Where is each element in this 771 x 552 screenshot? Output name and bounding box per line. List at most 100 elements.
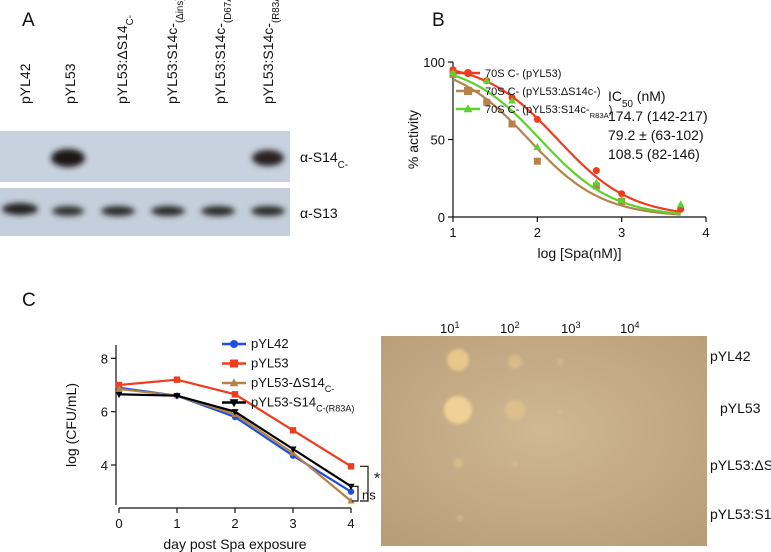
y-tick-label: 50 — [431, 133, 445, 148]
strain-label: pYL53 — [720, 400, 761, 416]
marker — [464, 87, 472, 95]
marker — [289, 446, 297, 453]
legend-label-part: pYL53 — [251, 356, 289, 371]
marker — [618, 190, 626, 198]
ic50-title-part: IC — [608, 88, 622, 104]
dilution-label: 101 — [440, 320, 460, 336]
strain-label-part: pYL53 — [720, 400, 761, 416]
ic50-title-part: (nM) — [633, 88, 666, 104]
strain-label: pYL53:ΔS14c- — [710, 457, 771, 473]
marker — [173, 393, 181, 400]
colonies — [444, 349, 563, 521]
x-tick-label: 4 — [702, 225, 709, 240]
ic50-value: 174.7 (142-217) — [608, 108, 708, 124]
marker — [229, 378, 239, 387]
dilution-label-part: 4 — [634, 320, 639, 330]
marker — [231, 409, 239, 416]
marker — [592, 182, 600, 190]
marker — [230, 340, 238, 348]
marker — [173, 376, 181, 383]
y-tick-label: 6 — [101, 405, 108, 420]
plate — [381, 336, 707, 546]
blot — [0, 131, 290, 182]
marker — [592, 178, 601, 186]
legend-label: pYL42 — [251, 336, 289, 351]
ic50-value: 79.2 ± (63-102) — [608, 127, 704, 143]
legend-label-part: pYL53-ΔS14 — [251, 375, 325, 390]
fit-curve — [452, 69, 681, 213]
blot-label-part: C- — [338, 160, 348, 171]
lane-label-part: pYL42 — [17, 63, 33, 104]
annotation: * — [374, 471, 380, 488]
bracket — [352, 485, 359, 502]
dilution-label-part: 1 — [454, 320, 459, 330]
lane-label: pYL53:S14c-(Δins) — [164, 0, 186, 104]
bracket — [360, 465, 369, 502]
dilution-label-part: 10 — [620, 321, 634, 336]
legend-label: 70S C- (pYL53:S14c-R83A) — [485, 104, 612, 120]
x-tick-label: 2 — [231, 516, 238, 531]
legend-label-part: 70S C- (pYL53:ΔS14c-) — [485, 86, 601, 98]
x-axis-title: day post Spa exposure — [163, 536, 306, 552]
ic50-title-part: 50 — [622, 99, 633, 110]
marker — [347, 483, 355, 491]
x-tick-label: 3 — [289, 516, 296, 531]
strain-label-part: pYL53:S14c- — [710, 506, 771, 522]
marker — [533, 143, 542, 151]
y-tick-label: 100 — [423, 55, 445, 70]
marker — [676, 200, 685, 208]
marker — [592, 167, 600, 174]
panel-label: A — [22, 10, 35, 31]
blot-label-part: α-S13 — [300, 205, 338, 221]
marker — [347, 497, 355, 504]
legend-label-part: pYL42 — [251, 336, 289, 351]
marker — [508, 96, 516, 104]
fit-curve — [452, 78, 681, 216]
legend-label: 70S C- (pYL53:ΔS14c-) — [485, 86, 601, 98]
x-tick-label: 4 — [347, 516, 354, 531]
marker — [483, 98, 491, 106]
legend-label-part: 70S C- (pYL53:S14c- — [485, 104, 590, 116]
strain-label-part: pYL42 — [710, 348, 751, 364]
x-tick-label: 0 — [115, 516, 122, 531]
strain-label: pYL53:S14c-(R83A) — [710, 506, 771, 528]
lane-label: pYL53 — [62, 63, 78, 104]
y-axis-title: % activity — [405, 110, 421, 169]
marker — [115, 391, 123, 399]
lane-label-part: pYL53:S14c- — [260, 23, 276, 104]
marker — [617, 195, 626, 203]
dilution-label-part: 2 — [514, 320, 519, 330]
legend-label: pYL53-S14C-(R83A) — [251, 395, 354, 414]
lane-label-part: (D67A) — [223, 0, 234, 23]
panel-label: C — [22, 290, 36, 311]
marker — [347, 463, 355, 470]
marker — [115, 385, 123, 392]
annotation: ns — [362, 488, 376, 503]
marker — [230, 359, 238, 368]
marker — [347, 488, 355, 495]
dilution-label: 102 — [500, 320, 520, 336]
marker — [463, 104, 473, 113]
dilution-label: 103 — [561, 320, 581, 336]
lane-label: pYL53:ΔS14C- — [114, 15, 136, 104]
lane-label-part: C- — [125, 15, 136, 25]
ic50-value: 108.5 (82-146) — [608, 146, 700, 162]
dilution-label-part: 3 — [575, 320, 580, 330]
lane-label-part: (Δins) — [175, 0, 186, 23]
lane-label: pYL53:S14c-(D67A) — [212, 0, 234, 104]
ic50-title: IC50 (nM) — [608, 88, 666, 110]
marker — [115, 381, 123, 389]
fit-curve — [452, 74, 681, 215]
y-tick-label: 0 — [438, 210, 445, 225]
strain-label: pYL42 — [710, 348, 751, 364]
panel-label: B — [432, 10, 445, 31]
dilution-label-part: 10 — [561, 321, 575, 336]
marker — [289, 427, 297, 434]
lane-label: pYL53:S14c-(R83A) — [260, 0, 282, 104]
legend-label-part: C- — [325, 384, 335, 394]
x-tick-label: 1 — [173, 516, 180, 531]
legend-label-part: R83A — [590, 111, 610, 120]
lane-label-part: pYL53 — [62, 63, 78, 104]
dilution-label-part: 10 — [500, 321, 514, 336]
